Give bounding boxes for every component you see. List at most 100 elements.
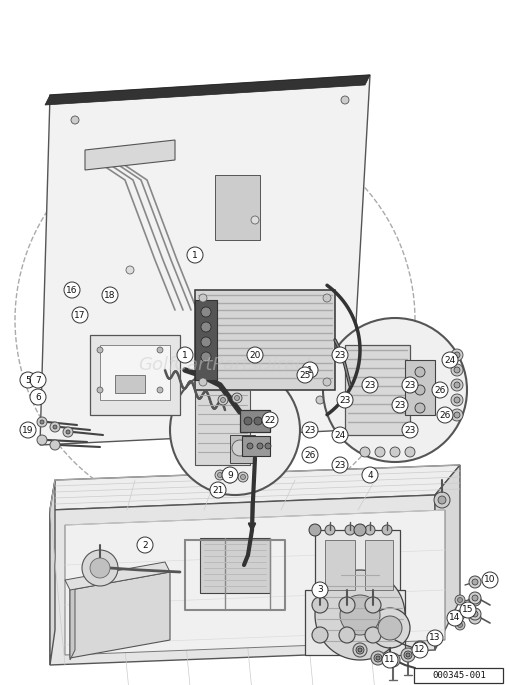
Circle shape — [381, 652, 397, 668]
Circle shape — [352, 643, 366, 657]
Circle shape — [381, 525, 391, 535]
Circle shape — [426, 630, 442, 646]
Text: 23: 23 — [404, 425, 415, 434]
Circle shape — [97, 347, 103, 353]
Circle shape — [301, 362, 318, 378]
Circle shape — [232, 440, 247, 456]
Circle shape — [137, 537, 153, 553]
Circle shape — [414, 367, 424, 377]
Circle shape — [53, 425, 57, 429]
Circle shape — [232, 393, 242, 403]
Polygon shape — [50, 465, 459, 510]
Circle shape — [373, 654, 381, 662]
Circle shape — [227, 475, 232, 480]
Circle shape — [262, 412, 277, 428]
Circle shape — [401, 377, 417, 393]
Text: 000345-001: 000345-001 — [431, 671, 485, 680]
Polygon shape — [40, 75, 369, 445]
Circle shape — [37, 417, 47, 427]
Circle shape — [471, 611, 477, 617]
Circle shape — [50, 422, 60, 432]
Bar — [364, 540, 392, 590]
Bar — [242, 436, 269, 456]
Circle shape — [370, 651, 384, 665]
Circle shape — [246, 443, 252, 449]
Circle shape — [388, 656, 396, 664]
Bar — [240, 410, 269, 432]
Bar — [194, 290, 334, 390]
Text: 24: 24 — [443, 356, 455, 364]
Polygon shape — [70, 572, 169, 658]
Circle shape — [224, 473, 235, 483]
Circle shape — [201, 337, 211, 347]
Circle shape — [126, 266, 134, 274]
Circle shape — [322, 378, 330, 386]
Circle shape — [355, 646, 363, 654]
Circle shape — [437, 496, 445, 504]
Circle shape — [71, 116, 79, 124]
Text: 2: 2 — [142, 540, 148, 549]
Circle shape — [201, 322, 211, 332]
Circle shape — [217, 395, 228, 405]
Polygon shape — [50, 495, 434, 665]
Circle shape — [385, 653, 399, 667]
Circle shape — [468, 594, 480, 606]
Text: 14: 14 — [448, 614, 460, 623]
Circle shape — [20, 372, 36, 388]
Polygon shape — [65, 562, 169, 590]
Circle shape — [400, 648, 414, 662]
Text: 12: 12 — [413, 645, 425, 654]
Text: 26: 26 — [438, 410, 450, 419]
Circle shape — [169, 365, 299, 495]
Circle shape — [265, 443, 270, 449]
Circle shape — [102, 287, 118, 303]
Circle shape — [377, 616, 401, 640]
Circle shape — [215, 470, 224, 480]
Text: 13: 13 — [429, 634, 440, 643]
Text: 7: 7 — [35, 375, 41, 384]
Circle shape — [453, 382, 459, 388]
Bar — [100, 345, 169, 400]
Circle shape — [468, 592, 480, 604]
Circle shape — [315, 570, 404, 660]
Circle shape — [353, 524, 365, 536]
Text: 23: 23 — [334, 460, 345, 469]
Circle shape — [301, 447, 318, 463]
Circle shape — [246, 347, 263, 363]
Circle shape — [295, 326, 303, 334]
Circle shape — [364, 525, 374, 535]
Circle shape — [82, 550, 118, 586]
FancyBboxPatch shape — [414, 667, 502, 682]
Circle shape — [220, 397, 225, 403]
Circle shape — [312, 597, 327, 613]
Circle shape — [389, 447, 399, 457]
Circle shape — [450, 394, 462, 406]
Circle shape — [234, 395, 239, 401]
Bar — [315, 530, 399, 600]
Circle shape — [453, 412, 459, 418]
Circle shape — [336, 392, 352, 408]
Text: 22: 22 — [264, 416, 275, 425]
Circle shape — [450, 364, 462, 376]
Circle shape — [240, 475, 245, 480]
Circle shape — [411, 642, 427, 658]
Circle shape — [338, 597, 354, 613]
Text: 25: 25 — [299, 371, 310, 379]
Circle shape — [391, 397, 407, 413]
Bar — [304, 590, 404, 655]
Circle shape — [72, 307, 88, 323]
Circle shape — [30, 372, 46, 388]
Circle shape — [450, 379, 462, 391]
Text: 23: 23 — [334, 351, 345, 360]
Circle shape — [338, 627, 354, 643]
Circle shape — [324, 525, 334, 535]
Circle shape — [199, 294, 207, 302]
Circle shape — [97, 387, 103, 393]
Circle shape — [264, 417, 271, 425]
Circle shape — [414, 385, 424, 395]
Circle shape — [457, 597, 462, 603]
Circle shape — [157, 347, 163, 353]
Circle shape — [375, 656, 379, 660]
Circle shape — [199, 378, 207, 386]
Circle shape — [308, 524, 320, 536]
